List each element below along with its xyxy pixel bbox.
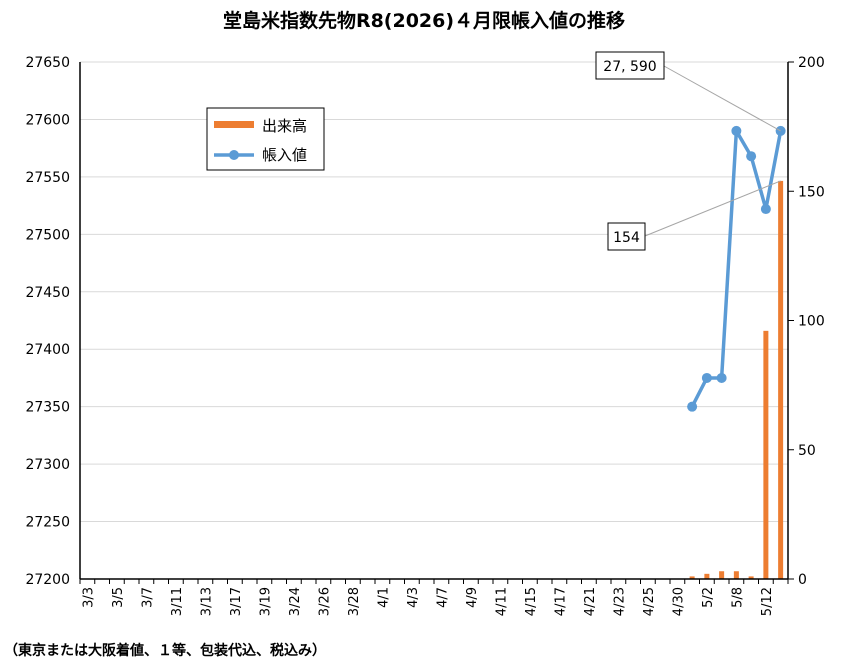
left-tick-label: 27350 xyxy=(25,400,70,416)
x-tick-label: 3/3 xyxy=(81,587,96,608)
price-line xyxy=(687,125,786,412)
x-tick-label: 5/8 xyxy=(730,587,745,608)
callout-box xyxy=(607,222,646,251)
legend-label-volume: 出来高 xyxy=(262,117,307,135)
x-tick-label: 3/13 xyxy=(199,587,214,616)
x-tick-label: 3/7 xyxy=(140,587,155,608)
price-point xyxy=(701,372,712,383)
callout-price-label: 27, 590 xyxy=(603,59,656,75)
right-tick-label: 50 xyxy=(798,443,816,459)
volume-bars xyxy=(689,180,784,579)
right-tick-label: 200 xyxy=(798,55,825,71)
x-tick-label: 4/3 xyxy=(406,587,421,608)
left-tick-label: 27300 xyxy=(25,457,70,473)
callout-leader xyxy=(663,65,781,132)
left-tick-label: 27600 xyxy=(25,112,70,128)
price-point xyxy=(746,151,757,162)
left-tick-label: 27550 xyxy=(25,170,70,186)
volume-bar xyxy=(778,180,784,579)
x-tick-label: 3/24 xyxy=(288,587,303,616)
legend-box xyxy=(206,107,325,171)
x-tick-label: 3/11 xyxy=(170,587,185,616)
x-tick-label: 4/25 xyxy=(642,587,657,616)
left-tick-label: 27450 xyxy=(25,285,70,301)
callout-leader xyxy=(644,180,781,237)
x-tick-label: 4/21 xyxy=(583,587,598,616)
x-tick-label: 4/23 xyxy=(612,587,627,616)
volume-bar xyxy=(719,571,725,579)
left-tick-label: 27500 xyxy=(25,227,70,243)
volume-bar xyxy=(748,576,754,579)
volume-bar xyxy=(704,573,710,579)
x-tick-label: 5/12 xyxy=(760,587,775,616)
footnote: （東京または大阪着値、１等、包装代込、税込み） xyxy=(4,643,326,659)
x-tick-label: 4/1 xyxy=(376,587,391,608)
left-tick-label: 27250 xyxy=(25,515,70,531)
x-tick-label: 3/5 xyxy=(111,587,126,608)
left-tick-label: 27200 xyxy=(25,572,70,588)
x-tick-label: 3/28 xyxy=(347,587,362,616)
axes: 27200 27250 27300 27350 27400 27450 27500 27550… xyxy=(25,55,824,616)
chart-title: 堂島米指数先物R8(2026)４月限帳入値の推移 xyxy=(222,10,626,32)
callout-box xyxy=(595,51,665,80)
legend-line-marker xyxy=(229,150,239,160)
left-tick-label: 27650 xyxy=(25,55,70,71)
legend-bar-swatch xyxy=(214,121,254,128)
price-point xyxy=(731,125,742,136)
x-tick-label: 3/19 xyxy=(258,587,273,616)
x-tick-label: 4/9 xyxy=(465,587,480,608)
x-tick-label: 3/26 xyxy=(317,587,332,616)
grid-lines xyxy=(80,61,788,580)
callouts: 27, 590 154 xyxy=(595,51,781,251)
legend-label-price: 帳入値 xyxy=(262,146,307,164)
price-point xyxy=(687,401,698,412)
left-tick-label: 27400 xyxy=(25,342,70,358)
x-tick-label: 4/15 xyxy=(524,587,539,616)
x-tick-label: 4/7 xyxy=(435,587,450,608)
callout-volume-label: 154 xyxy=(613,230,640,246)
right-tick-label: 0 xyxy=(798,572,807,588)
price-point xyxy=(716,372,727,383)
x-tick-label: 4/11 xyxy=(494,587,509,616)
x-tick-label: 3/17 xyxy=(229,587,244,616)
x-tick-label: 4/30 xyxy=(671,587,686,616)
volume-bar xyxy=(689,576,695,579)
x-tick-label: 4/17 xyxy=(553,587,568,616)
price-point xyxy=(760,204,771,215)
right-tick-label: 100 xyxy=(798,314,825,330)
x-tick-label: 5/2 xyxy=(701,587,716,608)
right-tick-label: 150 xyxy=(798,184,825,200)
volume-bar xyxy=(763,330,769,579)
volume-bar xyxy=(733,571,739,579)
